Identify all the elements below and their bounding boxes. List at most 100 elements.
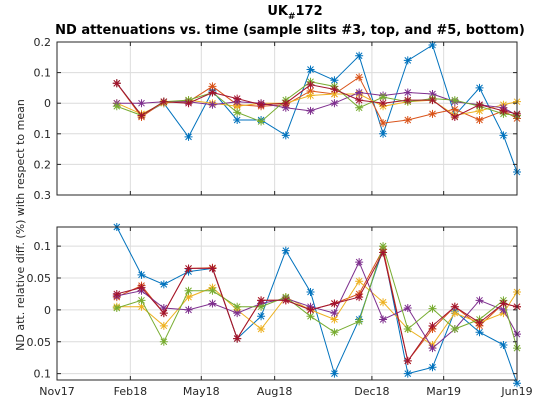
top-series-2-point <box>355 73 364 82</box>
top-series-5-point <box>112 102 121 111</box>
figure-title: UK#172 <box>267 4 322 22</box>
figure-title-number: 172 <box>296 4 323 19</box>
bottom-axes-box <box>56 226 518 381</box>
bottom-series-6-point <box>112 289 121 298</box>
top-series-6-point <box>428 96 437 105</box>
top-series-1-point <box>475 83 484 92</box>
bottom-series-4-point <box>403 303 412 312</box>
top-series-2-point <box>379 119 388 128</box>
bottom-series-5-point <box>306 312 315 321</box>
top-series-1-point <box>428 41 437 50</box>
bottom-series-4-point <box>475 296 484 305</box>
top-ytick-label: 0.2 <box>34 158 52 171</box>
top-series-6-point <box>355 96 364 105</box>
top-series-4-point <box>208 100 217 109</box>
bottom-series-4-point <box>233 309 242 318</box>
bottom-series-4-point <box>355 258 364 267</box>
bottom-series-5-point <box>257 302 266 311</box>
bottom-series-5-point <box>184 286 193 295</box>
top-series-5-line <box>116 81 518 123</box>
top-series-1-point <box>330 76 339 85</box>
bottom-series-6-point <box>159 309 168 318</box>
bottom-series-5-point <box>355 317 364 326</box>
bottom-series-3-line <box>116 280 518 346</box>
bottom-series-1-point <box>513 379 521 388</box>
bottom-series-3-point <box>159 321 168 330</box>
top-series-4-point <box>355 88 364 97</box>
top-series-6-point <box>233 94 242 103</box>
bottom-series-4-point <box>184 305 193 314</box>
bottom-series-6-point <box>208 264 217 273</box>
top-ytick-label: 0.3 <box>34 189 52 202</box>
top-series-1-point <box>306 65 315 74</box>
bottom-series-6-point <box>257 296 266 305</box>
top-ytick-label: 0.1 <box>34 67 52 80</box>
top-series-1-point <box>379 129 388 138</box>
top-series-3-point <box>233 102 242 111</box>
top-series-4-point <box>330 99 339 108</box>
bottom-series-6-point <box>499 299 508 308</box>
bottom-series-1-point <box>137 270 146 279</box>
bottom-series-4-point <box>499 305 508 314</box>
bottom-series-1-point <box>281 246 290 255</box>
bottom-series-3-point <box>379 298 388 307</box>
top-panel: 0.2 0.1 0 0.1 0.2 0.3 <box>34 36 521 202</box>
bottom-series-4-point <box>379 315 388 324</box>
top-series-6-point <box>257 100 266 109</box>
bottom-ytick-label: 0.1 <box>34 240 52 253</box>
top-series-2-point <box>208 82 217 91</box>
top-series-2-point <box>450 105 459 114</box>
bottom-ytick-label: 0.1 <box>34 368 52 381</box>
bottom-series-6-point <box>355 293 364 302</box>
top-series-5-point <box>355 103 364 112</box>
top-series-6-point <box>475 100 484 109</box>
bottom-series-1-point <box>475 328 484 337</box>
bottom-series-3-point <box>355 277 364 286</box>
top-series-5-point <box>257 117 266 126</box>
top-series-6-line <box>116 82 518 118</box>
top-series-4-point <box>306 106 315 115</box>
top-series-2-point <box>428 109 437 118</box>
bottom-series-5-point <box>208 286 217 295</box>
bottom-series-3-point <box>450 309 459 318</box>
top-series-6-point <box>403 96 412 105</box>
top-series-4-point <box>281 103 290 112</box>
bottom-xtick-label: Mar19 <box>426 385 461 398</box>
bottom-series-5-point <box>159 337 168 346</box>
top-series-6-point <box>137 111 146 120</box>
bottom-series-3-point <box>330 315 339 324</box>
bottom-series-5-point <box>233 302 242 311</box>
bottom-series-1-point <box>306 288 315 297</box>
bottom-series-3-point <box>257 325 266 333</box>
top-series-1-point <box>184 132 193 141</box>
bottom-series-1-point <box>428 363 437 372</box>
bottom-series-6-point <box>450 302 459 311</box>
top-ytick-label: 0.1 <box>34 128 52 141</box>
bottom-series-5-point <box>379 242 388 251</box>
top-series-6-point <box>208 88 217 97</box>
figure-title-main: UK <box>267 4 289 19</box>
top-series-4-point <box>428 90 437 99</box>
bottom-series-4-point <box>428 344 437 353</box>
bottom-series-3-point <box>184 293 193 302</box>
top-series-1-point <box>403 56 412 65</box>
bottom-ytick-label: 0.05 <box>27 336 52 349</box>
top-series-6-point <box>450 112 459 121</box>
bottom-series-1-point <box>159 280 168 289</box>
bottom-xtick-label: Dec18 <box>354 385 389 398</box>
top-series-6-point <box>499 106 508 115</box>
bottom-series-6-point <box>306 305 315 314</box>
top-series-5-point <box>450 96 459 105</box>
top-series-4-line <box>116 91 518 116</box>
bottom-ytick-label: 0 <box>44 304 51 317</box>
bottom-series-6-point <box>330 299 339 308</box>
top-series-3-point <box>330 90 339 99</box>
top-series-6-point <box>281 99 290 108</box>
bottom-series-4-line <box>116 260 518 349</box>
top-series-6-point <box>306 80 315 89</box>
top-series-4-point <box>403 88 412 97</box>
bottom-xtick-label: Aug18 <box>257 385 292 398</box>
bottom-series-6-point <box>137 283 146 292</box>
bottom-series-6-point <box>379 248 388 257</box>
